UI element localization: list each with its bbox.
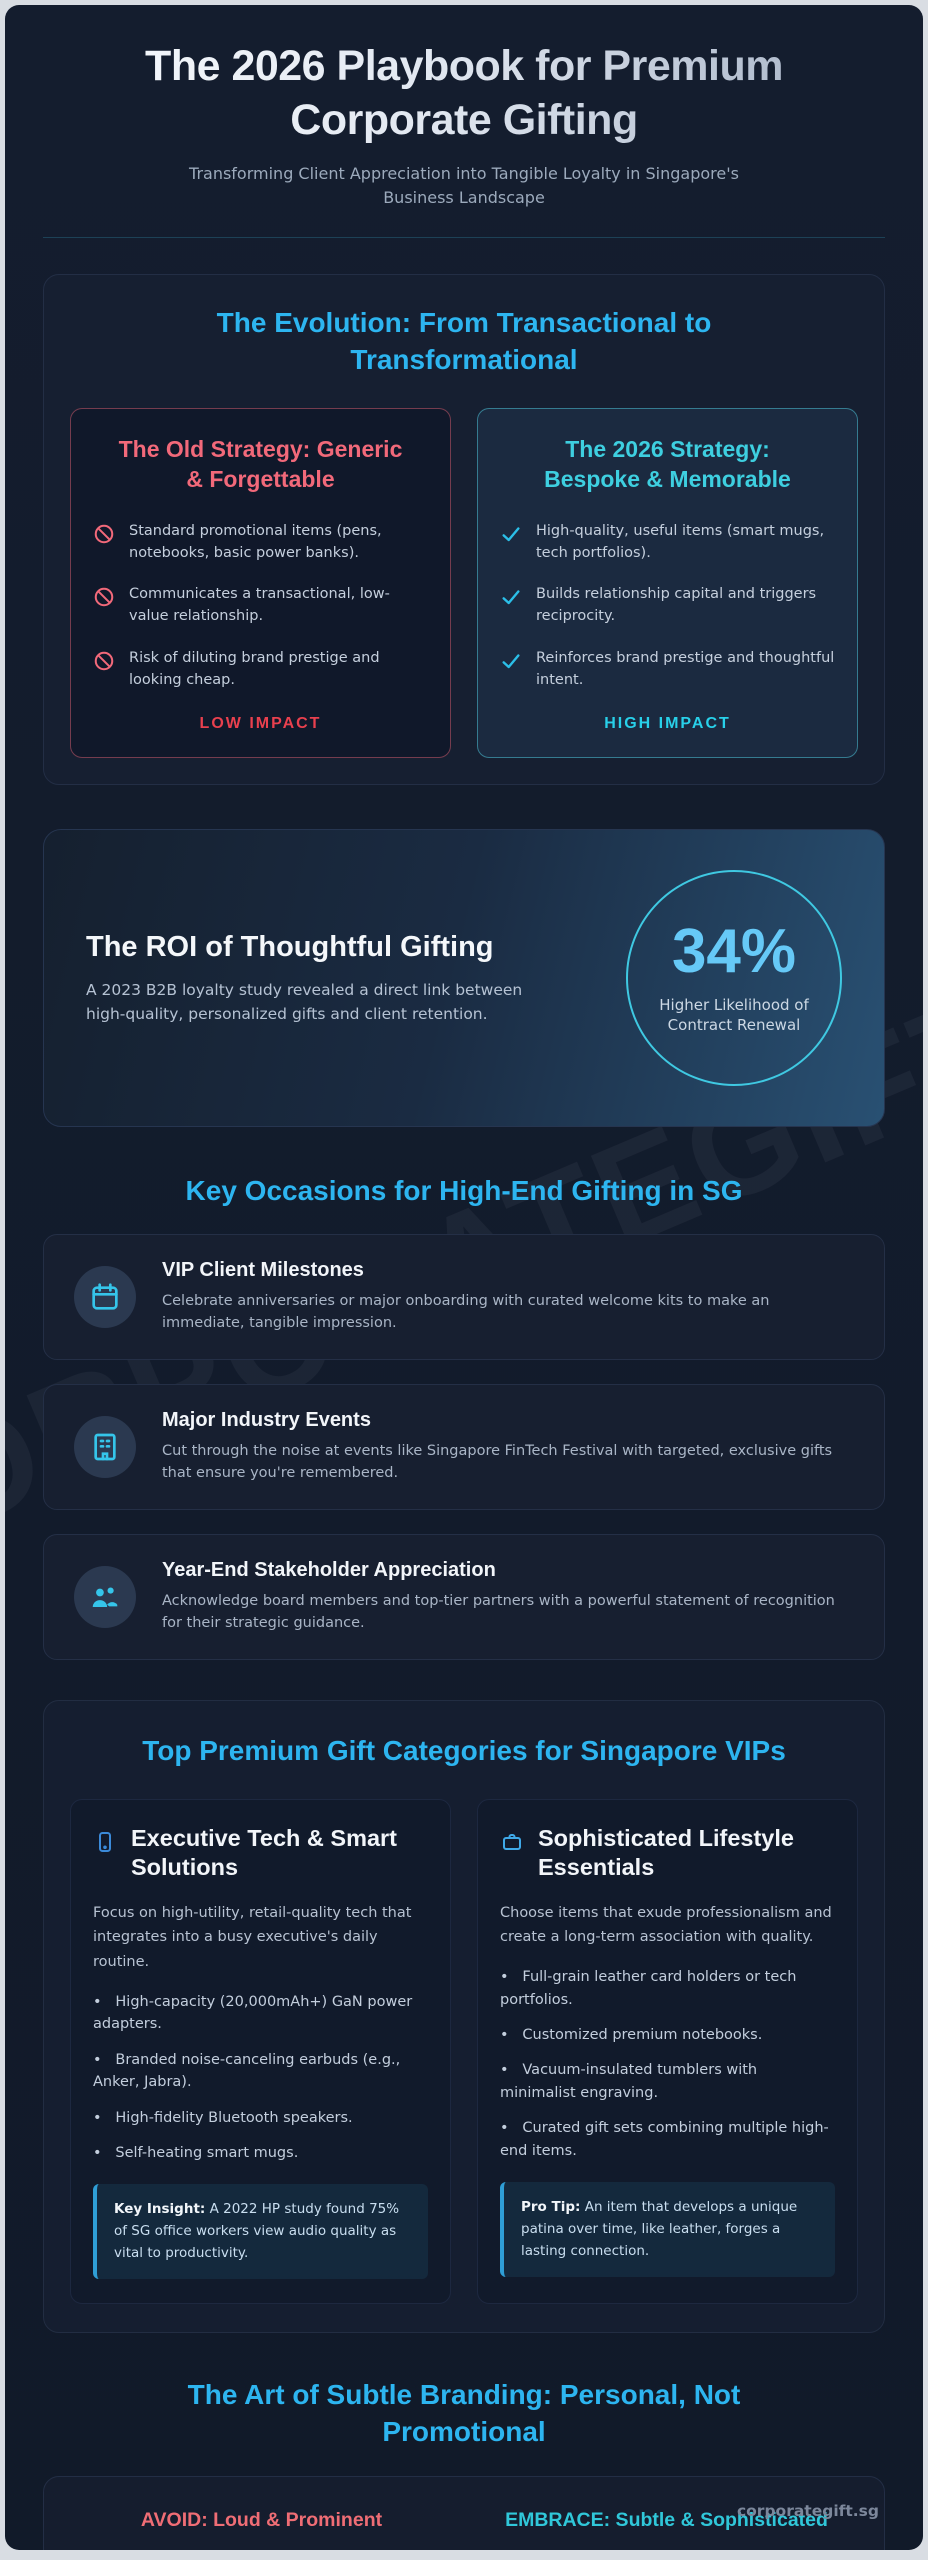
roi-title: The ROI of Thoughtful Gifting — [86, 930, 494, 963]
evolution-heading: The Evolution: From Transactional to Tra… — [216, 307, 712, 375]
old-strategy-item: Communicates a transactional, low-value … — [93, 584, 428, 628]
new-strategy-item-text: High-quality, useful items (smart mugs, … — [536, 522, 825, 561]
infographic-canvas: CORPORATEGIFT.SG The 2026 Playbook for P… — [5, 5, 923, 2550]
category-list-item: High-fidelity Bluetooth speakers. — [93, 2107, 428, 2129]
category-title: Executive Tech & Smart Solutions — [131, 1825, 398, 1881]
new-strategy-item-text: Builds relationship capital and triggers… — [536, 586, 817, 625]
ban-icon — [93, 584, 115, 612]
category-list-item: Branded noise-canceling earbuds (e.g., A… — [93, 2049, 428, 2094]
occasion-title: VIP Client Milestones — [162, 1258, 364, 1281]
category-list-item: Curated gift sets combining multiple hig… — [500, 2117, 835, 2162]
people-icon — [74, 1565, 136, 1628]
roi-body: A 2023 B2B loyalty study revealed a dire… — [86, 980, 523, 1023]
old-strategy-item: Standard promotional items (pens, notebo… — [93, 521, 428, 565]
new-strategy-item: High-quality, useful items (smart mugs, … — [500, 521, 835, 565]
category-intro: Focus on high-utility, retail-quality te… — [93, 1904, 412, 1971]
category-title: Sophisticated Lifestyle Essentials — [538, 1825, 794, 1881]
occasion-card-events: Major Industry Events Cut through the no… — [43, 1383, 885, 1510]
old-strategy-title: The Old Strategy: Generic & Forgettable — [118, 436, 403, 493]
bottom-edge — [0, 2550, 928, 2560]
new-strategy-item: Builds relationship capital and triggers… — [500, 584, 835, 628]
note-text: An item that develops a unique patina ov… — [521, 2199, 798, 2259]
check-icon — [500, 521, 522, 549]
branding-avoid-column: AVOID: Loud & Prominent YOUR LOGO A larg… — [74, 2509, 449, 2550]
old-strategy-item-text: Standard promotional items (pens, notebo… — [129, 522, 382, 561]
occasion-desc: Celebrate anniversaries or major onboard… — [162, 1292, 770, 1332]
ban-icon — [93, 521, 115, 549]
category-list: High-capacity (20,000mAh+) GaN power ada… — [93, 1991, 428, 2165]
roi-section: The ROI of Thoughtful Gifting A 2023 B2B… — [43, 829, 885, 1128]
smartphone-icon — [93, 1824, 117, 1858]
category-list-item: Customized premium notebooks. — [500, 2024, 835, 2046]
category-list-item: Full-grain leather card holders or tech … — [500, 1966, 835, 2011]
new-strategy-item-text: Reinforces brand prestige and thoughtful… — [536, 649, 835, 688]
occasion-card-milestones: VIP Client Milestones Celebrate annivers… — [43, 1233, 885, 1360]
note-label: Pro Tip: — [521, 2199, 581, 2216]
branding-section: AVOID: Loud & Prominent YOUR LOGO A larg… — [43, 2476, 885, 2550]
old-strategy-item: Risk of diluting brand prestige and look… — [93, 648, 428, 692]
high-impact-label: HIGH IMPACT — [604, 715, 731, 733]
new-strategy-title: The 2026 Strategy: Bespoke & Memorable — [544, 436, 791, 493]
category-list: Full-grain leather card holders or tech … — [500, 1966, 835, 2162]
new-strategy-item: Reinforces brand prestige and thoughtful… — [500, 648, 835, 692]
building-icon — [74, 1415, 136, 1478]
occasion-title: Year-End Stakeholder Appreciation — [162, 1558, 496, 1581]
site-credit: corporategift.sg — [736, 2502, 879, 2520]
low-impact-label: LOW IMPACT — [199, 715, 322, 733]
roi-stat-value: 34% — [671, 917, 797, 987]
categories-section: Top Premium Gift Categories for Singapor… — [43, 1699, 885, 2334]
briefcase-icon — [500, 1824, 524, 1858]
old-strategy-item-text: Risk of diluting brand prestige and look… — [129, 649, 380, 688]
pro-tip-box: Pro Tip: An item that develops a unique … — [500, 2182, 835, 2278]
occasions-heading: Key Occasions for High-End Gifting in SG — [185, 1175, 743, 1207]
page-title: The 2026 Playbook for Premium Corporate … — [74, 39, 854, 147]
branding-embrace-column: EMBRACE: Subtle & Sophisticated Your Log… — [479, 2509, 854, 2550]
occasion-desc: Acknowledge board members and top-tier p… — [162, 1592, 835, 1632]
occasion-card-appreciation: Year-End Stakeholder Appreciation Acknow… — [43, 1533, 885, 1660]
branding-heading: The Art of Subtle Branding: Personal, No… — [187, 2379, 741, 2447]
occasion-desc: Cut through the noise at events like Sin… — [162, 1442, 833, 1482]
page-subtitle: Transforming Client Appreciation into Ta… — [189, 164, 739, 208]
category-list-item: Self-heating smart mugs. — [93, 2142, 428, 2164]
note-text: A 2022 HP study found 75% of SG office w… — [114, 2201, 400, 2261]
roi-stat-caption: Higher Likelihood of Contract Renewal — [659, 996, 809, 1035]
old-strategy-item-text: Communicates a transactional, low-value … — [129, 586, 390, 625]
embrace-title: EMBRACE: Subtle & Sophisticated — [505, 2509, 828, 2532]
avoid-title: AVOID: Loud & Prominent — [140, 2509, 383, 2532]
evolution-section: The Evolution: From Transactional to Tra… — [43, 274, 885, 786]
header-divider — [43, 237, 885, 239]
occasion-title: Major Industry Events — [162, 1408, 371, 1431]
categories-heading: Top Premium Gift Categories for Singapor… — [142, 1734, 786, 1766]
ban-icon — [93, 648, 115, 676]
key-insight-box: Key Insight: A 2022 HP study found 75% o… — [93, 2184, 428, 2280]
category-list-item: High-capacity (20,000mAh+) GaN power ada… — [93, 1991, 428, 2036]
category-intro: Choose items that exude professionalism … — [500, 1904, 832, 1946]
old-strategy-card: The Old Strategy: Generic & Forgettable … — [70, 408, 451, 759]
check-icon — [500, 584, 522, 612]
note-label: Key Insight: — [114, 2201, 206, 2218]
check-icon — [500, 648, 522, 676]
new-strategy-card: The 2026 Strategy: Bespoke & Memorable H… — [477, 408, 858, 759]
category-card-lifestyle: Sophisticated Lifestyle Essentials Choos… — [477, 1799, 858, 2305]
category-card-tech: Executive Tech & Smart Solutions Focus o… — [70, 1799, 451, 2305]
calendar-icon — [74, 1265, 136, 1328]
category-list-item: Vacuum-insulated tumblers with minimalis… — [500, 2059, 835, 2104]
roi-stat-circle: 34% Higher Likelihood of Contract Renewa… — [626, 870, 842, 1087]
header: The 2026 Playbook for Premium Corporate … — [43, 5, 885, 239]
